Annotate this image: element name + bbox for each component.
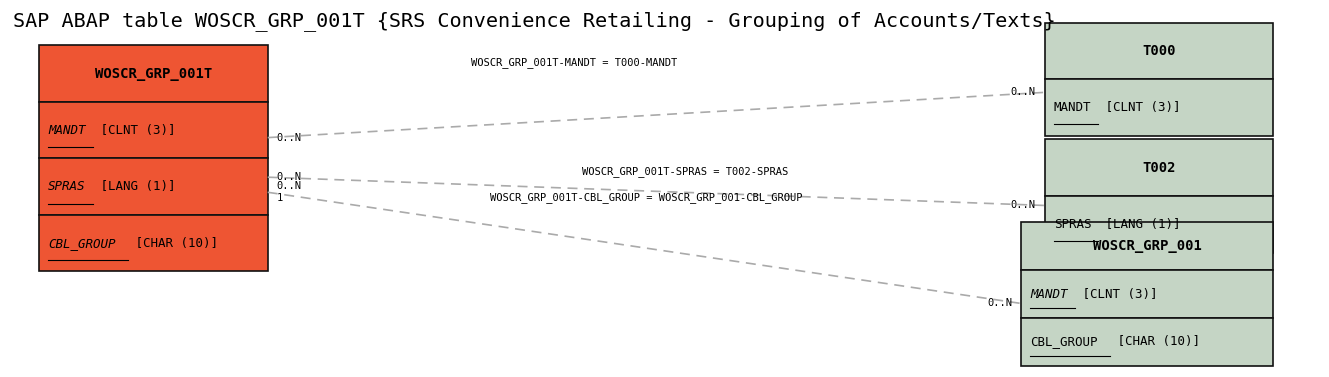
FancyBboxPatch shape (1045, 79, 1273, 136)
FancyBboxPatch shape (1021, 270, 1273, 318)
Text: 0..N: 0..N (987, 299, 1013, 308)
Text: MANDT: MANDT (48, 124, 86, 136)
Text: T002: T002 (1142, 161, 1176, 175)
Text: WOSCR_GRP_001T: WOSCR_GRP_001T (94, 66, 213, 81)
Text: WOSCR_GRP_001T-CBL_GROUP = WOSCR_GRP_001-CBL_GROUP: WOSCR_GRP_001T-CBL_GROUP = WOSCR_GRP_001… (490, 193, 803, 203)
FancyBboxPatch shape (1021, 222, 1273, 270)
Text: MANDT: MANDT (1054, 101, 1091, 114)
Text: T000: T000 (1142, 44, 1176, 58)
Text: SPRAS: SPRAS (1054, 218, 1091, 231)
FancyBboxPatch shape (39, 102, 267, 158)
Text: [CLNT (3)]: [CLNT (3)] (93, 124, 175, 136)
Text: 0..N: 0..N (276, 133, 302, 143)
Text: 0..N: 0..N (1010, 201, 1035, 210)
Text: MANDT: MANDT (1030, 288, 1069, 300)
FancyBboxPatch shape (39, 158, 267, 215)
Text: 0..N: 0..N (1010, 87, 1035, 97)
FancyBboxPatch shape (39, 215, 267, 271)
FancyBboxPatch shape (1045, 139, 1273, 196)
Text: 0..N: 0..N (276, 172, 302, 182)
Text: WOSCR_GRP_001T-SPRAS = T002-SPRAS: WOSCR_GRP_001T-SPRAS = T002-SPRAS (582, 166, 788, 177)
Text: [CHAR (10)]: [CHAR (10)] (1110, 335, 1200, 348)
Text: CBL_GROUP: CBL_GROUP (1030, 335, 1098, 348)
FancyBboxPatch shape (1045, 196, 1273, 253)
FancyBboxPatch shape (39, 45, 267, 102)
Text: [CLNT (3)]: [CLNT (3)] (1075, 288, 1158, 300)
Text: SPRAS: SPRAS (48, 180, 86, 193)
FancyBboxPatch shape (1021, 318, 1273, 366)
Text: [LANG (1)]: [LANG (1)] (93, 180, 175, 193)
Text: SAP ABAP table WOSCR_GRP_001T {SRS Convenience Retailing - Grouping of Accounts/: SAP ABAP table WOSCR_GRP_001T {SRS Conve… (13, 11, 1055, 31)
Text: [CHAR (10)]: [CHAR (10)] (128, 237, 218, 250)
Text: WOSCR_GRP_001T-MANDT = T000-MANDT: WOSCR_GRP_001T-MANDT = T000-MANDT (472, 57, 678, 67)
Text: [LANG (1)]: [LANG (1)] (1098, 218, 1180, 231)
Text: 0..N
1: 0..N 1 (276, 181, 302, 203)
Text: [CLNT (3)]: [CLNT (3)] (1098, 101, 1180, 114)
Text: CBL_GROUP: CBL_GROUP (48, 237, 116, 250)
Text: WOSCR_GRP_001: WOSCR_GRP_001 (1092, 239, 1201, 253)
FancyBboxPatch shape (1045, 23, 1273, 79)
